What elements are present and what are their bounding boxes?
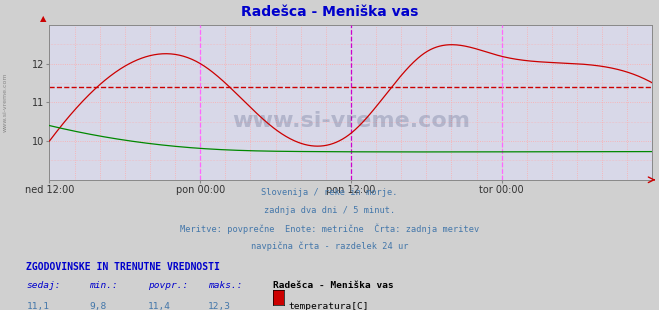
Text: 12,3: 12,3 (208, 302, 231, 310)
Text: www.si-vreme.com: www.si-vreme.com (232, 111, 470, 131)
Text: maks.:: maks.: (208, 281, 242, 290)
Text: sedaj:: sedaj: (26, 281, 61, 290)
Text: Meritve: povprečne  Enote: metrične  Črta: zadnja meritev: Meritve: povprečne Enote: metrične Črta:… (180, 224, 479, 234)
Text: 11,4: 11,4 (148, 302, 171, 310)
Text: Radešca - Meniška vas: Radešca - Meniška vas (241, 5, 418, 19)
Text: povpr.:: povpr.: (148, 281, 188, 290)
Text: ▲: ▲ (40, 14, 46, 23)
Text: 11,1: 11,1 (26, 302, 49, 310)
Text: min.:: min.: (89, 281, 118, 290)
Text: 9,8: 9,8 (89, 302, 106, 310)
Text: www.si-vreme.com: www.si-vreme.com (3, 73, 8, 132)
Text: zadnja dva dni / 5 minut.: zadnja dva dni / 5 minut. (264, 206, 395, 215)
Text: Slovenija / reke in morje.: Slovenija / reke in morje. (261, 188, 398, 197)
Text: ZGODOVINSKE IN TRENUTNE VREDNOSTI: ZGODOVINSKE IN TRENUTNE VREDNOSTI (26, 262, 220, 272)
Text: navpična črta - razdelek 24 ur: navpična črta - razdelek 24 ur (251, 241, 408, 251)
Text: Radešca - Meniška vas: Radešca - Meniška vas (273, 281, 394, 290)
Text: temperatura[C]: temperatura[C] (288, 302, 368, 310)
